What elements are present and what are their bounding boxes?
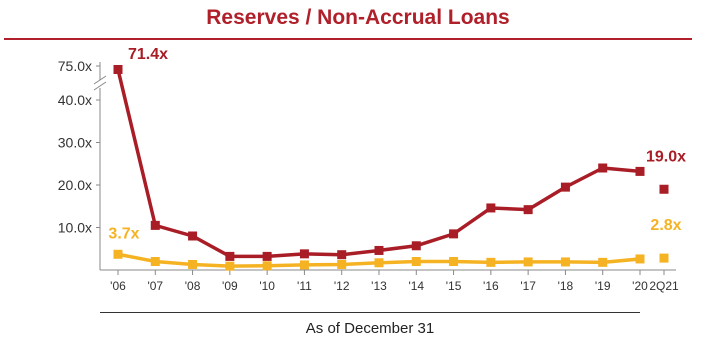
series-2-point — [188, 259, 198, 269]
series-1-point — [635, 166, 645, 176]
series-2-point — [150, 257, 160, 266]
series-1-point — [598, 163, 608, 173]
x-tick-label: '07 — [147, 279, 163, 293]
series-2-point — [113, 249, 123, 259]
series-1-point — [225, 251, 235, 261]
data-label: 19.0x — [646, 148, 686, 165]
y-tick-label: 30.0x — [58, 135, 92, 151]
series-1-point — [188, 231, 198, 241]
chart-title: Reserves / Non-Accrual Loans — [206, 6, 510, 29]
series-2-point — [262, 261, 272, 271]
x-tick-label: 2Q21 — [649, 279, 679, 293]
title-underline — [4, 38, 692, 40]
series-2-point — [598, 257, 608, 267]
series-2-point — [635, 254, 645, 264]
x-tick-label: '12 — [334, 279, 350, 293]
series-1-point — [299, 249, 309, 259]
axis-break-mark — [93, 75, 107, 85]
x-tick-label: '15 — [446, 279, 462, 293]
y-tick-label: 20.0x — [58, 177, 92, 193]
series-2-point — [374, 258, 384, 268]
y-tick-label: 40.0x — [58, 92, 92, 108]
series-2-point — [299, 260, 309, 270]
data-label: 2.8x — [650, 217, 681, 234]
x-tick-label: '17 — [520, 279, 536, 293]
x-axis-label: As of December 31 — [305, 320, 435, 337]
series-2-point — [411, 257, 421, 266]
x-tick-label: '10 — [259, 279, 275, 293]
series-1-point — [262, 251, 272, 261]
y-tick-label: 75.0x — [58, 58, 92, 74]
x-tick-label: '18 — [558, 279, 574, 293]
x-tick-label: '16 — [483, 279, 499, 293]
x-tick-label: '08 — [185, 279, 201, 293]
axis-break-mark — [93, 81, 107, 91]
x-tick-label: '13 — [371, 279, 387, 293]
x-tick-label: '14 — [408, 279, 424, 293]
series-1-point — [374, 245, 384, 255]
series-1-point — [659, 184, 669, 194]
series-1-point — [411, 241, 421, 251]
data-label: 3.7x — [108, 225, 139, 242]
series-1-point — [113, 64, 123, 74]
series-1-point — [150, 220, 160, 230]
y-tick-label: 10.0x — [58, 220, 92, 236]
series-1-point — [449, 229, 459, 239]
series-1-point — [560, 182, 570, 192]
series-1-point — [486, 203, 496, 213]
x-tick-label: '19 — [595, 279, 611, 293]
series-1-line — [116, 69, 641, 259]
data-label: 71.4x — [128, 46, 168, 63]
series-2-point — [486, 257, 496, 267]
x-tick-label: '20 — [632, 279, 648, 293]
x-tick-label: '06 — [110, 279, 126, 293]
x-tick-label: '09 — [222, 279, 238, 293]
series-2-point — [337, 259, 347, 269]
x-tick-label: '11 — [297, 279, 312, 293]
series-2-point — [225, 261, 235, 271]
series-1-point — [523, 205, 533, 215]
series-2-point — [449, 257, 459, 266]
x-axis-caption-rule — [100, 312, 640, 313]
series-1-point — [337, 250, 347, 260]
series-2-point — [523, 257, 533, 267]
series-2-point — [659, 253, 669, 263]
series-2-point — [560, 257, 570, 267]
